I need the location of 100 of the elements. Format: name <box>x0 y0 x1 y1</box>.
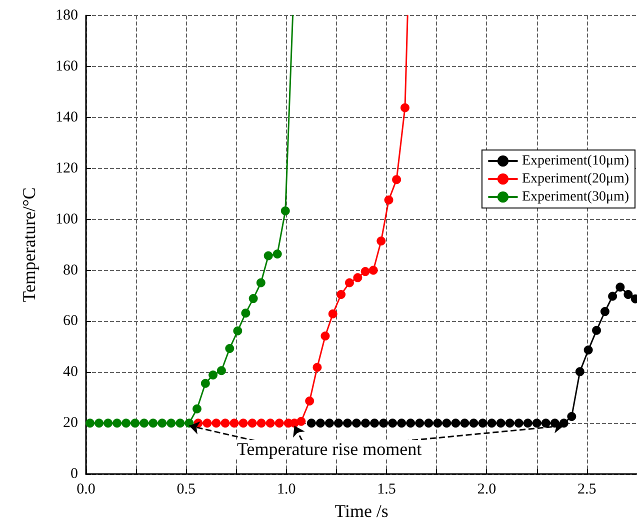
x-tick-label: 2.0 <box>477 482 496 498</box>
point <box>208 370 218 380</box>
point <box>202 418 212 428</box>
x-tick-label: 1.5 <box>377 482 396 498</box>
point <box>274 418 284 428</box>
point <box>266 418 275 428</box>
point <box>176 418 185 428</box>
point <box>112 418 122 428</box>
legend-label: Experiment(20μm) <box>522 172 630 186</box>
point <box>433 418 442 428</box>
point <box>305 396 314 406</box>
point <box>592 326 602 335</box>
point <box>212 418 221 428</box>
y-tick-label: 0 <box>70 466 78 482</box>
point <box>130 418 140 428</box>
point <box>216 366 226 376</box>
legend-label: Experiment(30μm) <box>522 190 630 204</box>
point <box>352 418 361 428</box>
point <box>238 418 248 428</box>
point <box>86 418 95 428</box>
point <box>192 404 202 414</box>
point <box>220 418 230 428</box>
point <box>624 290 633 299</box>
point <box>567 412 576 422</box>
point <box>248 294 258 304</box>
point <box>334 418 343 428</box>
point <box>272 249 282 258</box>
point <box>248 418 257 428</box>
x-axis-title: Time /s <box>334 501 388 521</box>
point <box>233 326 242 336</box>
point <box>336 290 346 299</box>
point <box>379 418 388 428</box>
point <box>392 175 402 184</box>
point <box>616 282 625 292</box>
point <box>608 292 618 301</box>
point <box>388 418 398 428</box>
point <box>166 418 176 428</box>
point <box>460 418 470 428</box>
y-tick-label: 40 <box>63 364 78 380</box>
point <box>451 418 460 428</box>
point <box>360 267 370 276</box>
x-tick-label: 2.5 <box>578 482 596 498</box>
point <box>397 418 406 428</box>
point <box>478 418 488 428</box>
point <box>140 418 149 428</box>
x-tick-label: 0.0 <box>76 482 96 498</box>
point <box>469 418 478 428</box>
point <box>600 307 610 316</box>
point <box>406 418 416 428</box>
legend-label: Experiment(10μm) <box>522 154 630 168</box>
point <box>384 195 394 204</box>
point <box>316 418 325 428</box>
point <box>496 418 506 428</box>
point <box>584 346 593 355</box>
point <box>575 367 584 376</box>
y-tick-label: 140 <box>56 109 78 126</box>
y-axis-title: Temperature/°C <box>19 187 39 302</box>
y-tick-label: 60 <box>63 313 78 330</box>
point <box>532 418 542 428</box>
point <box>400 103 410 112</box>
point <box>505 418 514 428</box>
point <box>256 278 266 288</box>
point <box>148 418 158 428</box>
point <box>241 308 250 318</box>
point <box>370 418 380 428</box>
y-tick-label: 20 <box>63 415 78 432</box>
point <box>487 418 496 428</box>
point <box>324 418 334 428</box>
point <box>523 418 532 428</box>
point <box>94 418 104 428</box>
point <box>328 309 338 318</box>
point <box>415 418 424 428</box>
point <box>361 418 370 428</box>
point <box>353 273 362 282</box>
y-tick-label: 160 <box>56 58 78 74</box>
annotation: Temperature rise moment <box>237 439 422 459</box>
point <box>424 418 434 428</box>
point <box>230 418 239 428</box>
y-tick-label: 120 <box>56 160 78 176</box>
y-tick-label: 180 <box>56 8 78 24</box>
point <box>104 418 113 428</box>
point <box>368 266 378 275</box>
point <box>312 362 322 372</box>
y-tick-label: 80 <box>63 262 78 278</box>
point <box>376 236 386 246</box>
y-tick-label: 100 <box>56 211 78 228</box>
point <box>296 416 306 426</box>
point <box>200 378 210 388</box>
point <box>342 418 352 428</box>
point <box>306 418 316 428</box>
point <box>320 332 330 341</box>
point <box>442 418 452 428</box>
point <box>344 278 354 288</box>
point <box>541 418 550 428</box>
point <box>225 344 234 353</box>
point <box>280 206 290 216</box>
point <box>264 251 273 260</box>
point <box>158 418 167 428</box>
point <box>256 418 266 428</box>
point <box>122 418 131 428</box>
